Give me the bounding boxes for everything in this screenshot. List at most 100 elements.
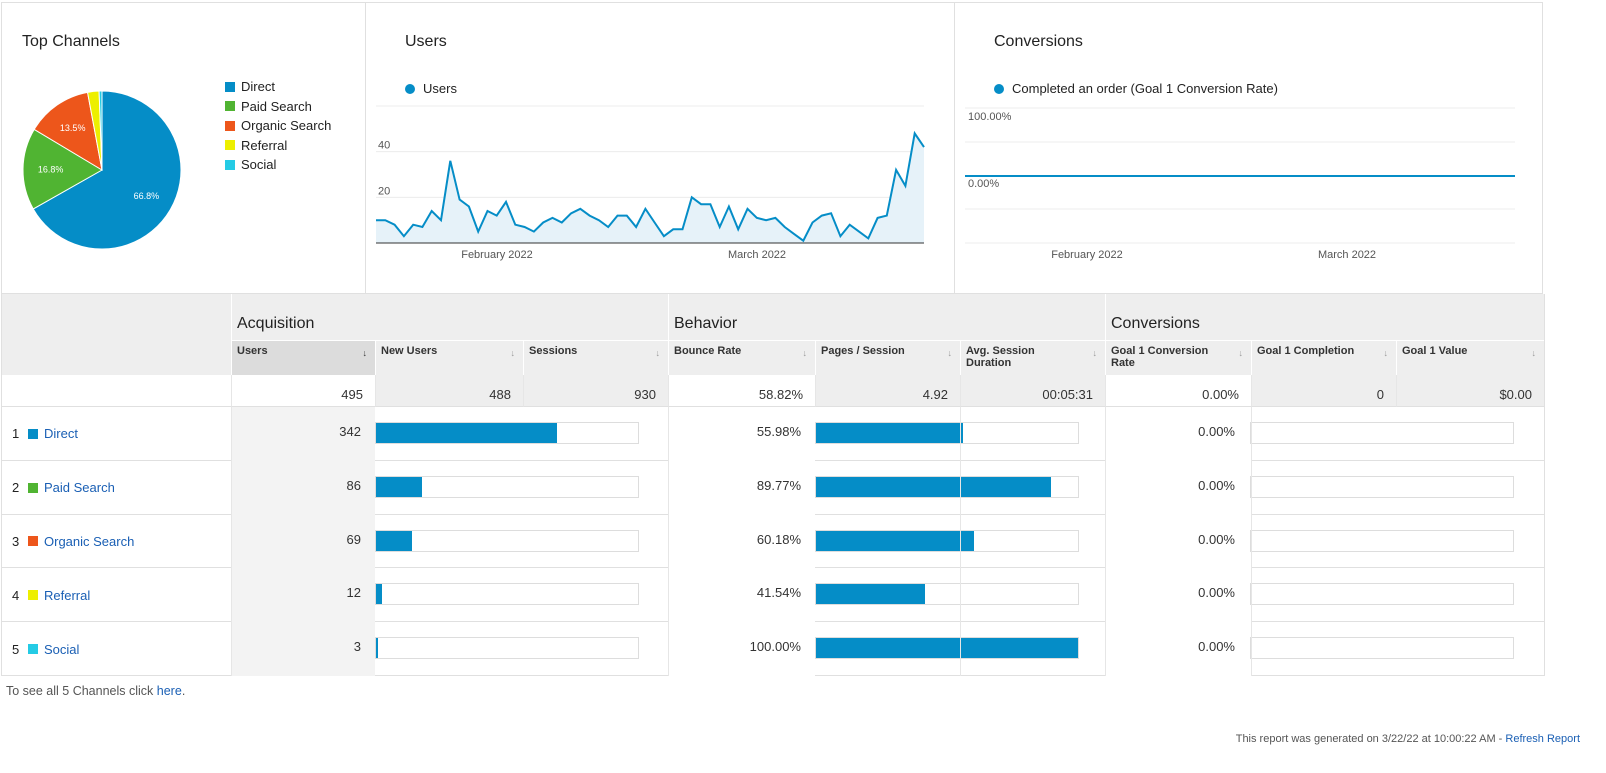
channel-link-social[interactable]: Social: [44, 641, 80, 657]
column-header-sessions[interactable]: Sessions ↓: [523, 340, 668, 375]
sort-arrow-icon[interactable]: ↓: [1238, 348, 1244, 358]
row-label-cell: 1 Direct: [2, 407, 231, 461]
y-tick-label: 20: [378, 185, 390, 197]
users-value: 3: [231, 622, 375, 676]
x-tick-label: March 2022: [728, 249, 786, 261]
bounce-rate-bar: [815, 422, 1079, 444]
column-header-pages-session[interactable]: Pages / Session ↓: [815, 340, 960, 375]
column-header-bounce-rate[interactable]: Bounce Rate ↓: [668, 340, 815, 375]
row-label-cell: 2 Paid Search: [2, 461, 231, 515]
y-tick-label: 60: [378, 103, 390, 106]
see-all-suffix: .: [181, 684, 186, 698]
top-channels-title: Top Channels: [22, 33, 120, 50]
total-value: 0.00%: [1105, 375, 1251, 407]
users-legend-dot: [405, 83, 415, 94]
column-divider: [960, 568, 961, 623]
sort-arrow-icon[interactable]: ↓: [655, 348, 661, 358]
users-share-bar: [375, 583, 639, 606]
users-share-bar: [375, 422, 639, 444]
total-value: 488: [375, 375, 523, 407]
column-header-label: Users: [237, 345, 268, 357]
bounce-rate-bar-fill: [816, 476, 1052, 497]
row-number: 2: [12, 480, 20, 496]
users-share-bar-fill: [376, 638, 378, 659]
channel-link-paid-search[interactable]: Paid Search: [44, 480, 115, 496]
legend-item-organic-search: Organic Search: [225, 116, 331, 136]
totals-label-cell: [2, 375, 231, 407]
sort-arrow-icon[interactable]: ↓: [947, 348, 953, 358]
see-all-note: To see all 5 Channels click here.: [6, 684, 185, 698]
channel-color-swatch: [28, 536, 38, 547]
legend-item-direct: Direct: [225, 77, 331, 97]
total-value: 00:05:31: [960, 375, 1105, 407]
users-line-chart: 20 40 60 February 2022 March 2022: [376, 103, 925, 261]
bounce-rate-bar-fill: [816, 530, 974, 551]
column-header-new-users[interactable]: New Users ↓: [375, 340, 523, 375]
conversion-rate-value: 0.00%: [1105, 514, 1251, 569]
conversions-line-chart: 100.00% 0.00% February 2022 March 2022: [965, 107, 1515, 261]
conversions-panel: Conversions Completed an order (Goal 1 C…: [954, 2, 1543, 294]
users-share-bar: [375, 529, 639, 552]
users-share-bar-fill: [376, 476, 422, 497]
conversion-rate-bar: [1250, 529, 1514, 552]
users-area-fill: [376, 133, 924, 243]
see-all-text: To see all 5 Channels click: [6, 684, 154, 698]
channels-table: Acquisition Behavior Conversions Users ↓ New …: [1, 294, 1545, 676]
channel-link-direct[interactable]: Direct: [44, 426, 78, 442]
column-divider: [1251, 622, 1252, 676]
sort-arrow-icon[interactable]: ↓: [362, 348, 368, 358]
channel-color-swatch: [28, 644, 38, 655]
y-tick-label: 0.00%: [968, 178, 999, 190]
sort-arrow-icon[interactable]: ↓: [1531, 348, 1537, 358]
pie-slice-social[interactable]: [98, 90, 103, 171]
users-share-bar-fill: [376, 584, 383, 605]
column-divider: [1251, 407, 1252, 461]
y-tick-label: 100.00%: [968, 111, 1012, 123]
pie-slice-label: 13.5%: [60, 123, 86, 133]
users-value: 86: [231, 460, 375, 515]
report-generated-note: This report was generated on 3/22/22 at …: [1236, 733, 1580, 745]
column-header-label: New Users: [381, 345, 438, 357]
conversion-rate-bar: [1250, 475, 1514, 498]
conversion-rate-value: 0.00%: [1105, 407, 1251, 461]
column-header-users[interactable]: Users ↓: [231, 340, 375, 375]
users-value: 69: [231, 514, 375, 569]
column-header-goal-1-conversion-rate[interactable]: Goal 1 Conversion Rate ↓: [1105, 340, 1251, 375]
legend-swatch: [225, 81, 235, 92]
pie-slice-label: 16.8%: [38, 164, 64, 174]
see-all-link[interactable]: here: [156, 684, 182, 698]
x-tick-label: March 2022: [1318, 249, 1376, 261]
users-value: 342: [231, 407, 375, 461]
total-value: $0.00: [1396, 375, 1544, 407]
channel-link-organic-search[interactable]: Organic Search: [44, 533, 135, 549]
pie-slice-direct[interactable]: [32, 90, 182, 250]
column-header-avg-session-duration[interactable]: Avg. Session Duration ↓: [960, 340, 1105, 375]
bounce-rate-value: 100.00%: [668, 622, 815, 676]
conversions-legend: Completed an order (Goal 1 Conversion Ra…: [994, 81, 1278, 96]
group-header-behavior: Behavior: [668, 294, 1105, 340]
column-header-goal-1-value[interactable]: Goal 1 Value ↓: [1396, 340, 1544, 375]
bounce-rate-value: 60.18%: [668, 514, 815, 569]
sort-arrow-icon[interactable]: ↓: [1383, 348, 1389, 358]
conversion-rate-value: 0.00%: [1105, 460, 1251, 515]
row-label-cell: 5 Social: [2, 622, 231, 676]
channel-link-referral[interactable]: Referral: [44, 587, 91, 603]
group-header-acquisition: Acquisition: [231, 294, 668, 340]
sort-arrow-icon[interactable]: ↓: [802, 348, 808, 358]
users-share-bar: [375, 637, 639, 660]
top-channels-legend: Direct Paid Search Organic Search Referral S…: [225, 77, 331, 175]
users-value: 12: [231, 568, 375, 623]
top-channels-pie-chart: 66.8% 16.8% 13.5%: [22, 90, 182, 250]
bounce-rate-value: 41.54%: [668, 568, 815, 623]
legend-swatch: [225, 120, 235, 131]
sort-arrow-icon[interactable]: ↓: [510, 348, 516, 358]
pie-slice-paid-search[interactable]: [22, 128, 103, 210]
pie-slice-organic-search[interactable]: [33, 91, 103, 171]
y-tick-label: 40: [378, 140, 390, 152]
refresh-report-link[interactable]: Refresh Report: [1505, 733, 1580, 745]
users-series-line: [376, 130, 925, 243]
sort-arrow-icon[interactable]: ↓: [1092, 348, 1098, 358]
column-header-label: Bounce Rate: [674, 345, 742, 357]
bounce-rate-bar: [815, 475, 1079, 498]
column-header-goal-1-completion[interactable]: Goal 1 Completion ↓: [1251, 340, 1396, 375]
